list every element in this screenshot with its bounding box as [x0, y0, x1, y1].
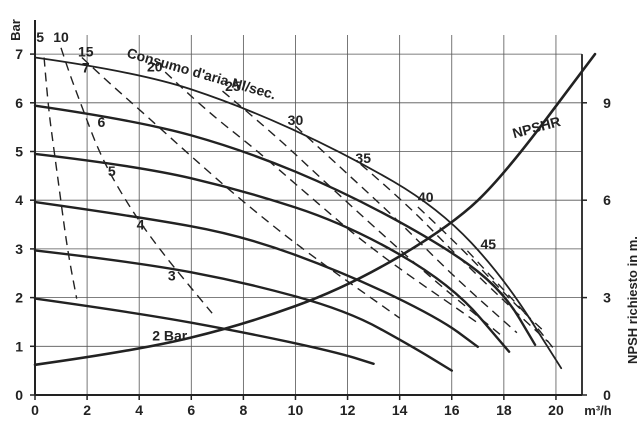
y-axis-label: Bar	[8, 19, 23, 41]
x-tick-label: 8	[239, 402, 247, 418]
pressure-curve-2-bar	[33, 297, 375, 365]
flow-label-10: 10	[53, 29, 69, 45]
x-tick-label: 12	[340, 402, 356, 418]
pressure-label-2-bar: 2 Bar	[152, 327, 188, 343]
x-tick-label: 14	[392, 402, 408, 418]
x-tick-label: 10	[288, 402, 304, 418]
y-tick-label: 6	[15, 95, 23, 111]
npshr-curve	[33, 52, 597, 367]
x-tick-label: 18	[496, 402, 512, 418]
pressure-curve-3	[33, 249, 453, 372]
pressure-curve-7	[34, 56, 563, 370]
x-tick-label: 4	[135, 402, 143, 418]
pressure-curve-6	[33, 104, 537, 346]
y-tick-label: 4	[15, 192, 23, 208]
pressure-curve-5	[33, 152, 511, 353]
x-tick-label: 0	[31, 402, 39, 418]
y2-tick-label: 9	[603, 95, 611, 111]
x-tick-label: 6	[187, 402, 195, 418]
x-axis-label: m³/h	[584, 403, 612, 418]
pressure-label-3: 3	[168, 268, 176, 284]
pressure-curves	[33, 52, 597, 372]
y2-tick-label: 0	[603, 387, 611, 403]
x-tick-labels: 0 2 4 6 8 10 12 14 16 18 20	[31, 402, 564, 418]
x-tick-label: 20	[548, 402, 564, 418]
flow-label-35: 35	[355, 150, 371, 166]
y-tick-label: 5	[15, 143, 23, 159]
flow-label-5: 5	[36, 29, 44, 45]
pressure-curve-4	[33, 200, 479, 348]
flow-label-45: 45	[480, 236, 496, 252]
y2-tick-labels: 0 3 6 9	[603, 95, 611, 403]
flow-line-25	[222, 90, 505, 339]
y-tick-label: 2	[15, 290, 23, 306]
pressure-label-4: 4	[137, 216, 145, 232]
flow-line-40	[417, 206, 546, 334]
x-tick-label: 16	[444, 402, 460, 418]
y-tick-label: 7	[15, 46, 23, 62]
y-tick-label: 3	[15, 241, 23, 257]
flow-line-20	[164, 71, 479, 324]
y2-tick-label: 6	[603, 192, 611, 208]
flow-label-20: 20	[147, 59, 163, 75]
flow-label-25: 25	[225, 78, 241, 94]
flow-line-35	[360, 163, 549, 343]
flow-label-40: 40	[418, 189, 434, 205]
y2-axis-label: NPSH richiesto in m.	[625, 236, 640, 364]
npshr-label: NPSHR	[511, 113, 562, 141]
pressure-label-6: 6	[98, 114, 106, 130]
flow-line-10	[60, 47, 213, 314]
pressure-label-5: 5	[108, 163, 116, 179]
grid	[35, 35, 582, 395]
flow-line-5	[43, 57, 78, 299]
y-tick-label: 1	[15, 338, 23, 354]
y-tick-labels: 0 1 2 3 4 5 6 7	[15, 46, 23, 403]
flow-line-15	[81, 56, 401, 319]
x-tick-label: 2	[83, 402, 91, 418]
flow-line-45	[466, 250, 557, 353]
y-tick-label: 0	[15, 387, 23, 403]
pressure-label-7: 7	[82, 60, 90, 76]
y2-tick-label: 3	[603, 290, 611, 306]
flow-label-15: 15	[78, 44, 94, 60]
flow-label-30: 30	[288, 112, 304, 128]
axes	[30, 20, 587, 400]
